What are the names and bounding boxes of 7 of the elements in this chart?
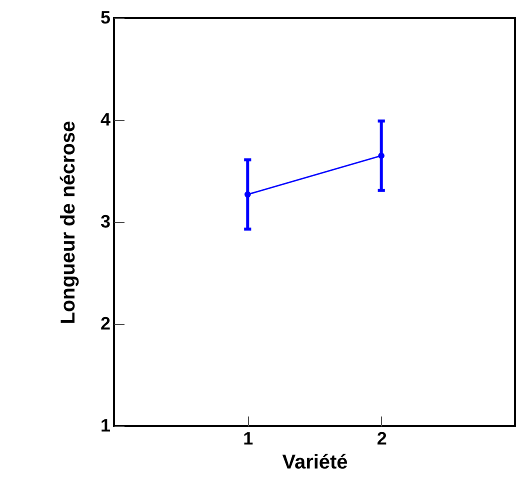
y-tick-label: 2 [100,314,110,334]
y-tick-label: 4 [100,110,110,130]
y-tick-label: 3 [100,212,110,232]
y-axis-title: Longueur de nécrose [57,120,80,324]
x-axis-title: Variété [282,452,348,474]
y-tick-label: 1 [100,416,110,436]
y-tick-label: 5 [100,8,110,28]
